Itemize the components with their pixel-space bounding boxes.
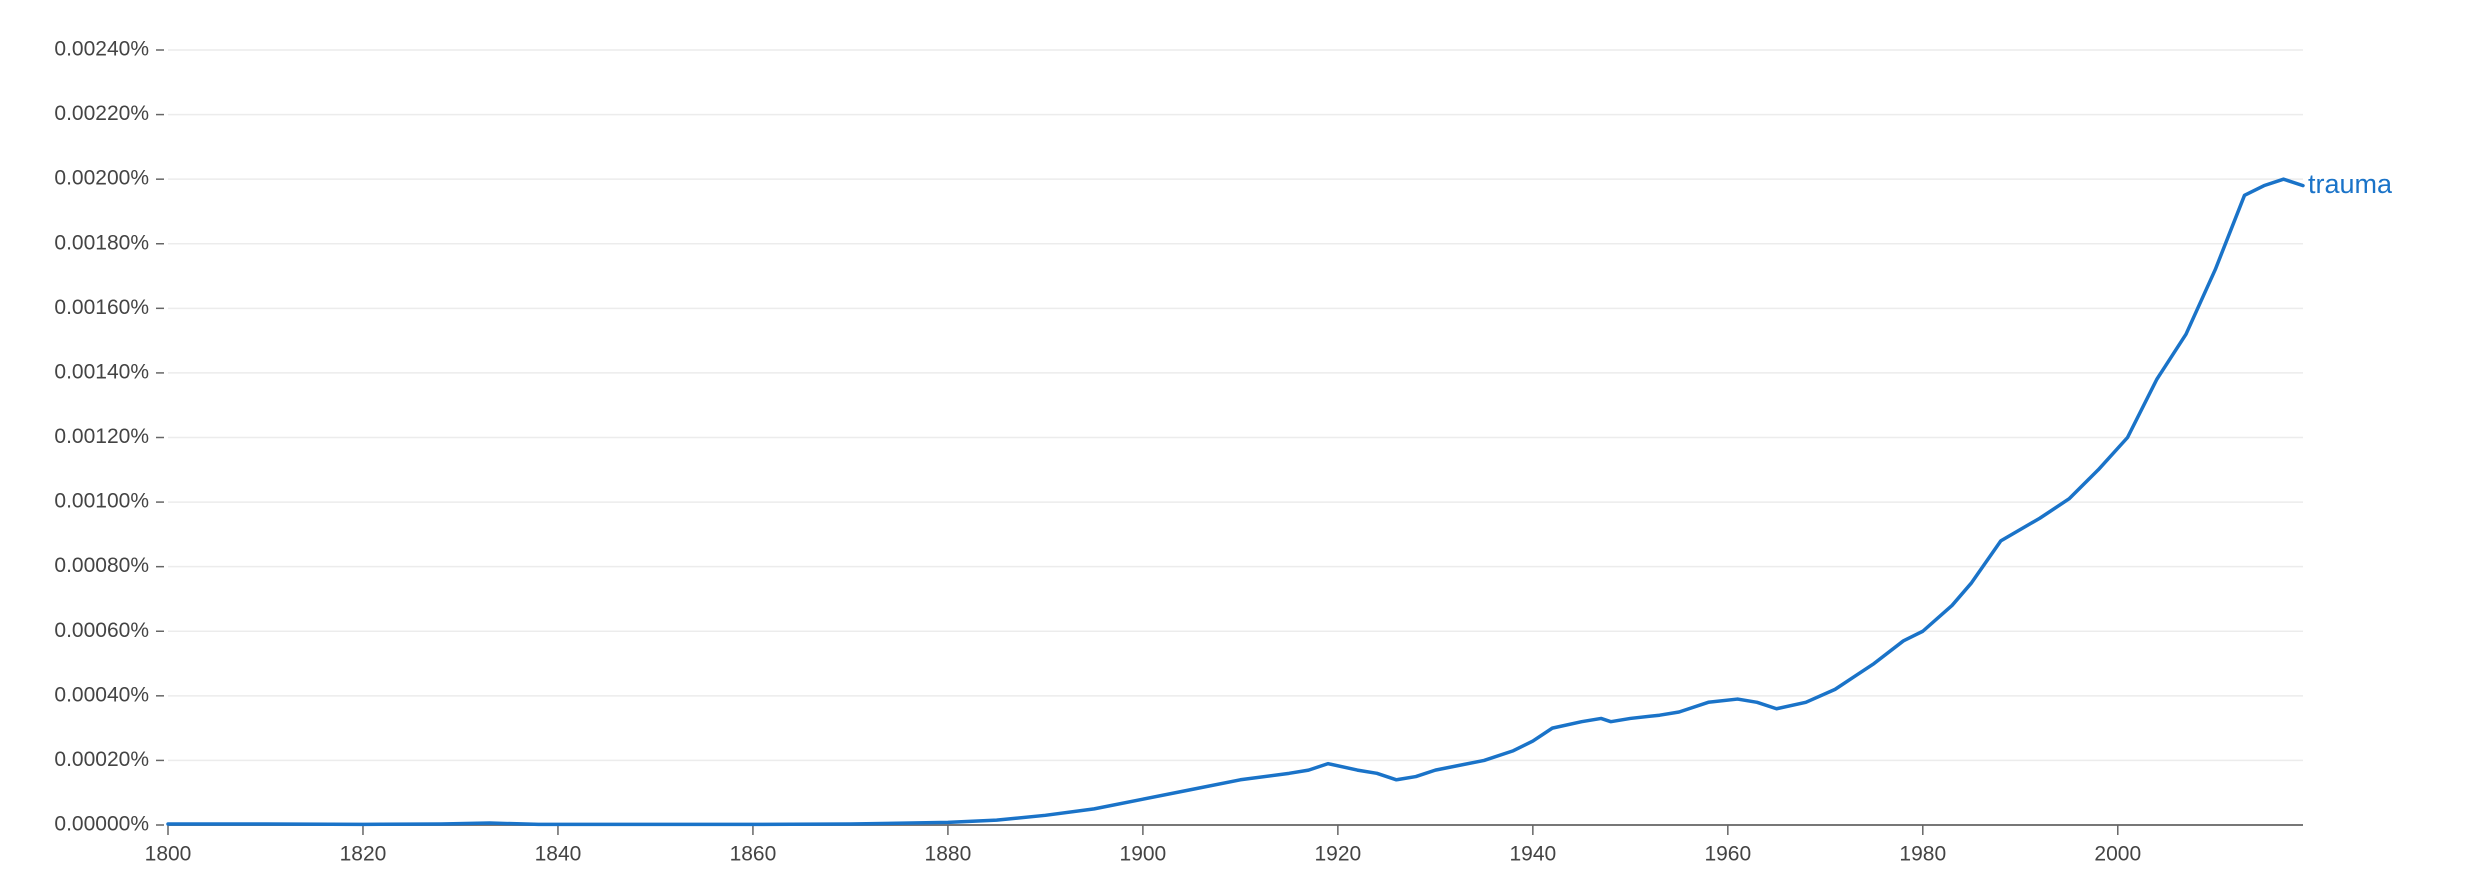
- y-tick-label: 0.00120%: [54, 425, 149, 448]
- y-tick-label: 0.00060%: [54, 619, 149, 642]
- series-label: trauma: [2308, 169, 2393, 199]
- y-tick-label: 0.00200%: [54, 167, 149, 190]
- x-tick-label: 1860: [730, 843, 777, 866]
- y-tick-label: 0.00140%: [54, 360, 149, 383]
- x-tick-label: 1960: [1704, 843, 1751, 866]
- y-tick-label: 0.00240%: [54, 38, 149, 61]
- y-tick-label: 0.00020%: [54, 748, 149, 771]
- x-tick-label: 2000: [2094, 843, 2141, 866]
- x-tick-label: 1840: [535, 843, 582, 866]
- x-tick-label: 1940: [1509, 843, 1556, 866]
- x-tick-label: 1900: [1120, 843, 1167, 866]
- x-tick-label: 1820: [340, 843, 387, 866]
- y-tick-label: 0.00160%: [54, 296, 149, 319]
- x-tick-label: 1920: [1315, 843, 1362, 866]
- y-tick-label: 0.00000%: [54, 813, 149, 836]
- x-tick-label: 1880: [925, 843, 972, 866]
- x-tick-label: 1980: [1899, 843, 1946, 866]
- y-tick-label: 0.00220%: [54, 102, 149, 125]
- series-line: [166, 177, 2305, 827]
- y-tick-label: 0.00100%: [54, 490, 149, 513]
- y-tick-label: 0.00180%: [54, 231, 149, 254]
- y-tick-label: 0.00040%: [54, 683, 149, 706]
- y-tick-label: 0.00080%: [54, 554, 149, 577]
- x-tick-label: 1800: [145, 843, 192, 866]
